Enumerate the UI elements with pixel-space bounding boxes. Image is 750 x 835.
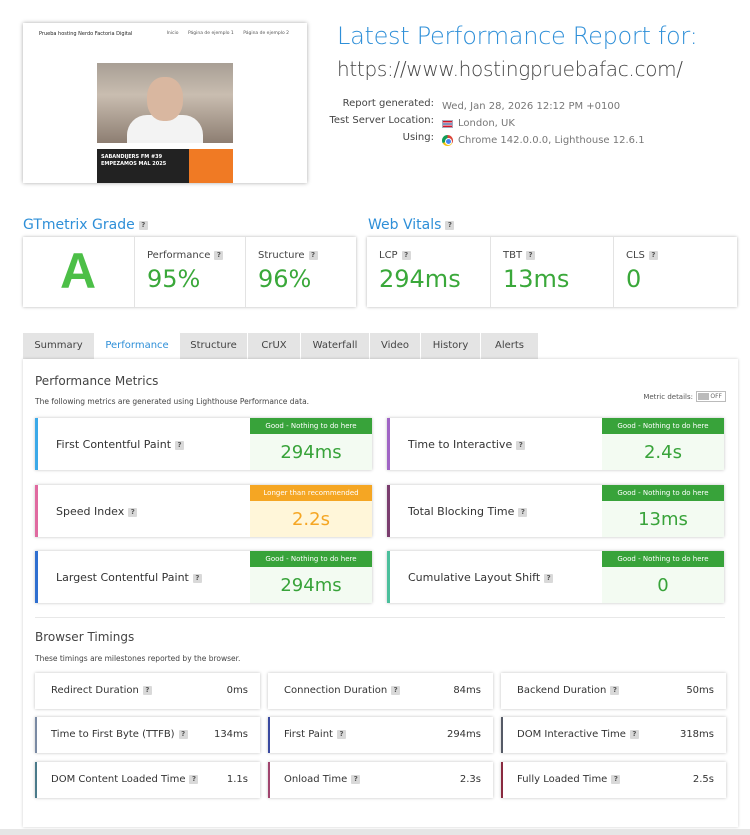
status-badge: Good - Nothing to do here (602, 418, 724, 434)
help-icon[interactable]: ? (648, 250, 658, 260)
vital-lcp: LCP? 294ms (379, 250, 461, 293)
metric-cumulative-layout-shift: Cumulative Layout Shift? Good - Nothing … (387, 551, 724, 603)
help-icon[interactable]: ? (138, 220, 148, 230)
help-icon[interactable]: ? (214, 250, 224, 260)
timing-dom-interactive: DOM Interactive Time? 318ms (501, 717, 726, 753)
metric-largest-contentful-paint: Largest Contentful Paint? Good - Nothing… (35, 551, 372, 603)
timing-ttfb: Time to First Byte (TTFB)? 134ms (35, 717, 260, 753)
status-badge: Good - Nothing to do here (250, 551, 372, 567)
help-icon[interactable]: ? (518, 507, 528, 517)
tab-waterfall[interactable]: Waterfall (301, 333, 370, 359)
metric-speed-index: Speed Index? Longer than recommended 2.2s (35, 485, 372, 537)
thumbnail-site-title: Prueba hosting Nerdo Factoria Digital (39, 31, 133, 37)
help-icon[interactable]: ? (192, 573, 202, 583)
status-badge: Longer than recommended (250, 485, 372, 501)
chrome-icon (442, 135, 453, 146)
performance-metrics-heading: Performance Metrics (35, 374, 159, 388)
meta-row-generated: Report generated: Wed, Jan 28, 2026 12:1… (342, 98, 621, 112)
help-icon[interactable]: ? (445, 220, 455, 230)
help-icon[interactable]: ? (189, 774, 199, 784)
page-screenshot-thumbnail[interactable]: Prueba hosting Nerdo Factoria Digital In… (23, 23, 307, 183)
metric-total-blocking-time: Total Blocking Time? Good - Nothing to d… (387, 485, 724, 537)
help-icon[interactable]: ? (610, 685, 620, 695)
page-bottom-bar (0, 829, 750, 835)
report-url[interactable]: https://www.hostingpruebafac.com/ (337, 57, 683, 81)
tab-video[interactable]: Video (370, 333, 421, 359)
tab-structure[interactable]: Structure (180, 333, 248, 359)
report-meta: Report generated: Wed, Jan 28, 2026 12:1… (300, 98, 720, 149)
timing-dom-content-loaded: DOM Content Loaded Time? 1.1s (35, 762, 260, 798)
web-vitals-heading: Web Vitals? (368, 217, 455, 233)
tab-summary[interactable]: Summary (23, 333, 95, 359)
tab-crux[interactable]: CrUX (248, 333, 301, 359)
timing-onload: Onload Time? 2.3s (268, 762, 493, 798)
help-icon[interactable]: ? (336, 729, 346, 739)
thumbnail-nav-item: Página de ejemplo 2 (243, 31, 289, 36)
tab-performance[interactable]: Performance (95, 333, 180, 359)
help-icon[interactable]: ? (391, 685, 401, 695)
gtmetrix-grade-panel: A Performance? 95% Structure? 96% (23, 237, 356, 307)
performance-metrics-description: The following metrics are generated usin… (35, 397, 310, 406)
help-icon[interactable]: ? (308, 250, 318, 260)
status-badge: Good - Nothing to do here (602, 551, 724, 567)
report-tabs: Summary Performance Structure CrUX Water… (23, 333, 539, 360)
section-divider (35, 617, 725, 618)
metric-first-contentful-paint: First Contentful Paint? Good - Nothing t… (35, 418, 372, 470)
structure-score: Structure? 96% (245, 237, 356, 307)
performance-score: Performance? 95% (134, 237, 245, 307)
thumbnail-nav-item: Página de ejemplo 1 (187, 31, 234, 36)
gtmetrix-grade-heading: GTmetrix Grade? (23, 217, 148, 233)
vital-tbt: TBT? 13ms (490, 237, 613, 307)
timing-redirect-duration: Redirect Duration? 0ms (35, 673, 260, 709)
timing-first-paint: First Paint? 294ms (268, 717, 493, 753)
grade-letter: A (59, 243, 97, 299)
help-icon[interactable]: ? (526, 250, 536, 260)
thumbnail-nav-item: Inicio (166, 31, 179, 36)
meta-row-location: Test Server Location: London, UK (329, 115, 515, 129)
timing-connection-duration: Connection Duration? 84ms (268, 673, 493, 709)
status-badge: Good - Nothing to do here (250, 418, 372, 434)
metric-time-to-interactive: Time to Interactive? Good - Nothing to d… (387, 418, 724, 470)
help-icon[interactable]: ? (401, 250, 411, 260)
thumbnail-card: SABANDIJERS FM #39 EMPEZAMOS MAL 2025 (97, 149, 233, 183)
metric-details-toggle[interactable]: Metric details: OFF (643, 391, 726, 402)
help-icon[interactable]: ? (351, 774, 361, 784)
browser-timings-description: These timings are milestones reported by… (35, 654, 241, 663)
help-icon[interactable]: ? (629, 729, 639, 739)
timing-backend-duration: Backend Duration? 50ms (501, 673, 726, 709)
thumbnail-hero-image (97, 63, 233, 143)
performance-tab-content: Performance Metrics The following metric… (23, 359, 738, 827)
help-icon[interactable]: ? (128, 507, 138, 517)
browser-timings-heading: Browser Timings (35, 630, 135, 644)
toggle-switch[interactable]: OFF (696, 391, 726, 402)
help-icon[interactable]: ? (175, 440, 185, 450)
tab-alerts[interactable]: Alerts (481, 333, 539, 359)
status-badge: Good - Nothing to do here (602, 485, 724, 501)
uk-flag-icon (442, 119, 453, 128)
report-title: Latest Performance Report for: (337, 22, 698, 50)
tab-history[interactable]: History (421, 333, 481, 359)
help-icon[interactable]: ? (178, 729, 188, 739)
help-icon[interactable]: ? (516, 440, 526, 450)
meta-row-using: Using: Chrome 142.0.0.0, Lighthouse 12.6… (402, 132, 645, 146)
help-icon[interactable]: ? (611, 774, 621, 784)
help-icon[interactable]: ? (142, 685, 152, 695)
thumbnail-nav: Inicio Página de ejemplo 1 Página de eje… (159, 31, 289, 36)
timing-fully-loaded: Fully Loaded Time? 2.5s (501, 762, 726, 798)
help-icon[interactable]: ? (544, 573, 554, 583)
vital-cls: CLS? 0 (613, 237, 737, 307)
web-vitals-panel: LCP? 294ms TBT? 13ms CLS? 0 (367, 237, 737, 307)
